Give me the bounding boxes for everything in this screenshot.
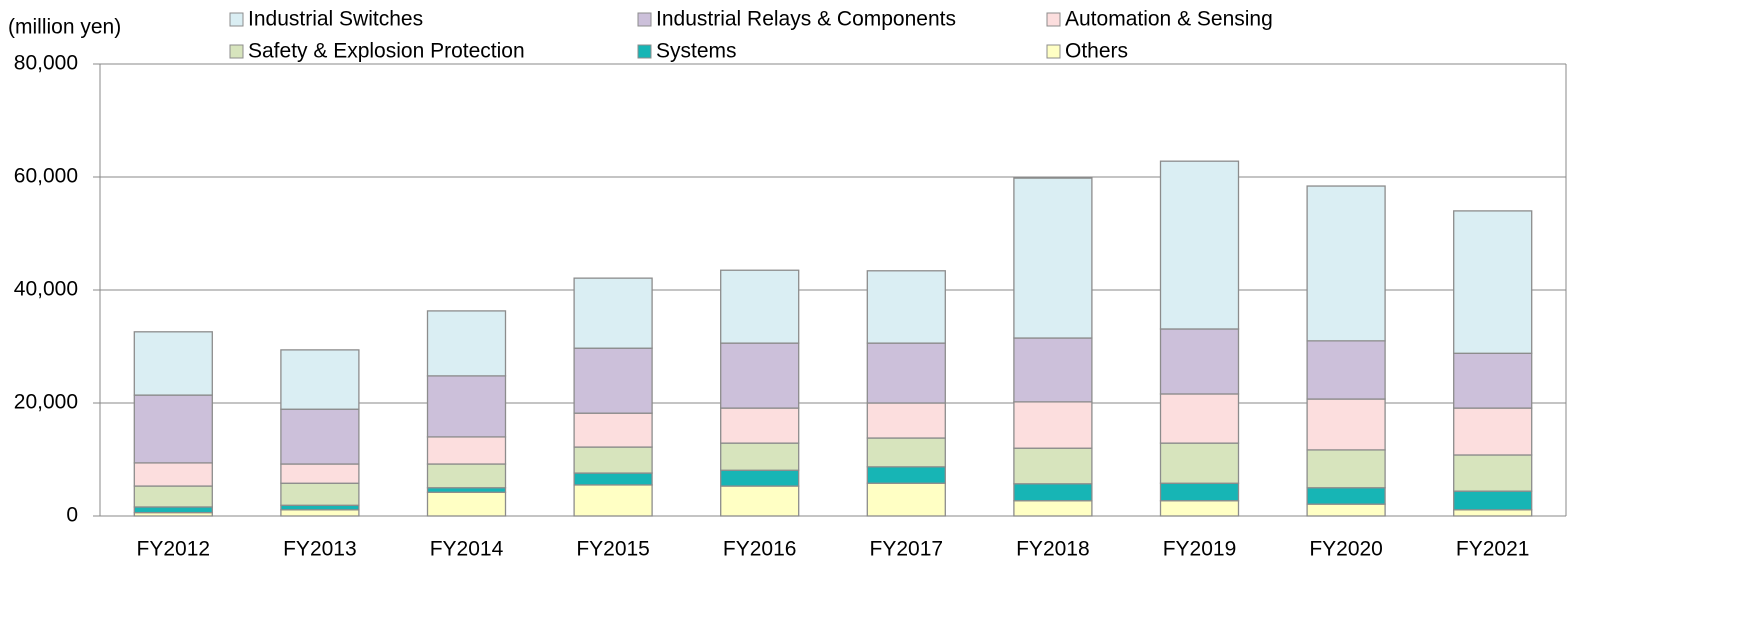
bar-segment (280, 463, 360, 484)
bar-segment (573, 277, 653, 349)
bar-segment (133, 331, 213, 396)
bar-segment (426, 436, 507, 465)
y-axis-label: (million yen) (8, 16, 121, 39)
y-tick-label: 60,000 (14, 165, 78, 188)
legend-label: Safety & Explosion Protection (248, 40, 525, 63)
bar-segment (866, 466, 946, 484)
bar-segment (1159, 482, 1240, 502)
bar-segment (133, 506, 213, 514)
bar-segment (1453, 454, 1533, 492)
bar-segment (866, 342, 946, 404)
legend-swatch (637, 12, 652, 27)
bar-segment (426, 310, 507, 377)
x-tick-label: FY2017 (870, 538, 944, 561)
bar-segment (280, 509, 360, 517)
bar-segment (1013, 483, 1093, 502)
y-tick-label: 40,000 (14, 278, 78, 301)
bar-segment (1013, 500, 1093, 517)
bar-segment (1306, 340, 1386, 400)
bar-segment (866, 482, 946, 517)
bar-segment (426, 491, 507, 517)
bar-segment (720, 469, 800, 487)
bar-segment (1013, 177, 1093, 339)
legend-label: Industrial Relays & Components (656, 8, 956, 31)
bar-segment (1306, 503, 1386, 517)
bar-segment (1013, 401, 1093, 449)
bar-segment (1453, 210, 1533, 354)
bar-segment (573, 347, 653, 414)
bar-segment (1453, 490, 1533, 511)
bar-segment (426, 375, 507, 438)
legend-label: Systems (656, 40, 737, 63)
bar-segment (720, 342, 800, 409)
legend-label: Others (1065, 40, 1128, 63)
bar-segment (426, 487, 507, 493)
y-tick-label: 0 (66, 504, 78, 527)
bar-segment (133, 462, 213, 487)
bar-segment (1306, 398, 1386, 451)
x-tick-label: FY2015 (576, 538, 650, 561)
bar-segment (1306, 449, 1386, 489)
bar-segment (1306, 487, 1386, 505)
legend-swatch (1046, 44, 1061, 59)
bar-segment (866, 270, 946, 344)
x-tick-label: FY2019 (1163, 538, 1237, 561)
y-tick-label: 20,000 (14, 391, 78, 414)
bar-segment (866, 402, 946, 439)
legend-swatch (229, 44, 244, 59)
bar-segment (1453, 407, 1533, 456)
bar-segment (280, 504, 360, 511)
bar-segment (1159, 500, 1240, 517)
bar-segment (573, 472, 653, 486)
bar-segment (1013, 447, 1093, 485)
bar-segment (1013, 337, 1093, 403)
bar-segment (280, 349, 360, 410)
bar-segment (1453, 352, 1533, 409)
legend-swatch (1046, 12, 1061, 27)
bar-segment (573, 484, 653, 517)
bar-segment (720, 485, 800, 517)
x-tick-label: FY2013 (283, 538, 357, 561)
bar-segment (280, 408, 360, 465)
legend-label: Automation & Sensing (1065, 8, 1273, 31)
bar-segment (720, 442, 800, 471)
x-tick-label: FY2021 (1456, 538, 1530, 561)
bar-segment (1159, 393, 1240, 444)
x-tick-label: FY2020 (1309, 538, 1383, 561)
bar-segment (1159, 328, 1240, 395)
x-tick-label: FY2018 (1016, 538, 1090, 561)
legend-swatch (637, 44, 652, 59)
bar-segment (1159, 442, 1240, 484)
y-tick-label: 80,000 (14, 52, 78, 75)
legend-swatch (229, 12, 244, 27)
x-tick-label: FY2016 (723, 538, 797, 561)
x-tick-label: FY2012 (137, 538, 211, 561)
bar-segment (1159, 160, 1240, 330)
bar-segment (866, 437, 946, 468)
bar-segment (573, 412, 653, 448)
bar-segment (1306, 185, 1386, 342)
bar-segment (280, 482, 360, 506)
legend-label: Industrial Switches (248, 8, 423, 31)
bar-segment (1453, 509, 1533, 517)
bar-segment (720, 269, 800, 344)
bar-segment (426, 463, 507, 489)
x-tick-label: FY2014 (430, 538, 504, 561)
bar-segment (133, 485, 213, 508)
bar-segment (133, 394, 213, 464)
bar-segment (720, 407, 800, 444)
bar-segment (573, 446, 653, 474)
